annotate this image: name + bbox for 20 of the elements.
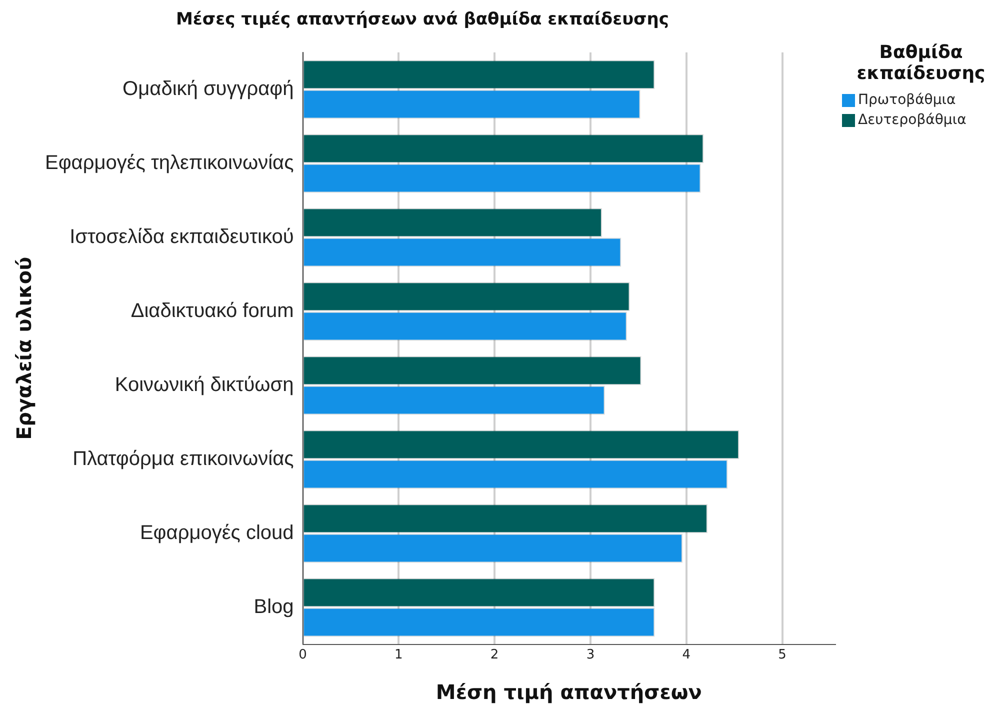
x-axis-title: Μέση τιμή απαντήσεων [436, 680, 702, 704]
x-tick-label: 5 [778, 648, 786, 663]
y-tick-label: Εφαρμογές cloud [140, 522, 294, 544]
y-tick-label: Εφαρμογές τηλεπικοινωνίας [44, 152, 294, 174]
y-axis-title: Εργαλεία υλικού [12, 256, 36, 440]
y-tick-label: Κοινωνική δικτύωση [114, 374, 294, 396]
y-tick-label: Ιστοσελίδα εκπαιδευτικού [70, 226, 294, 248]
y-tick-label: Διαδικτυακό forum [130, 300, 294, 322]
x-tick-label: 3 [586, 648, 595, 663]
y-tick-label: Ομαδική συγγραφή [122, 78, 294, 100]
legend-label: Δευτεροβάθμια [858, 112, 966, 128]
x-tick-label: 4 [682, 648, 690, 663]
y-tick-label: Πλατφόρμα επικοινωνίας [72, 448, 294, 470]
chart-title: Μέσες τιμές απαντήσεων ανά βαθμίδα εκπαίδευσης [176, 10, 669, 30]
y-tick-label: Blog [254, 596, 294, 618]
legend-label: Πρωτοβάθμια [858, 92, 956, 108]
x-tick-label: 0 [298, 648, 307, 663]
x-tick-label: 1 [394, 648, 403, 663]
x-tick-label: 2 [490, 648, 499, 663]
legend-title: Βαθμίδα εκπαίδευσης [856, 42, 986, 84]
